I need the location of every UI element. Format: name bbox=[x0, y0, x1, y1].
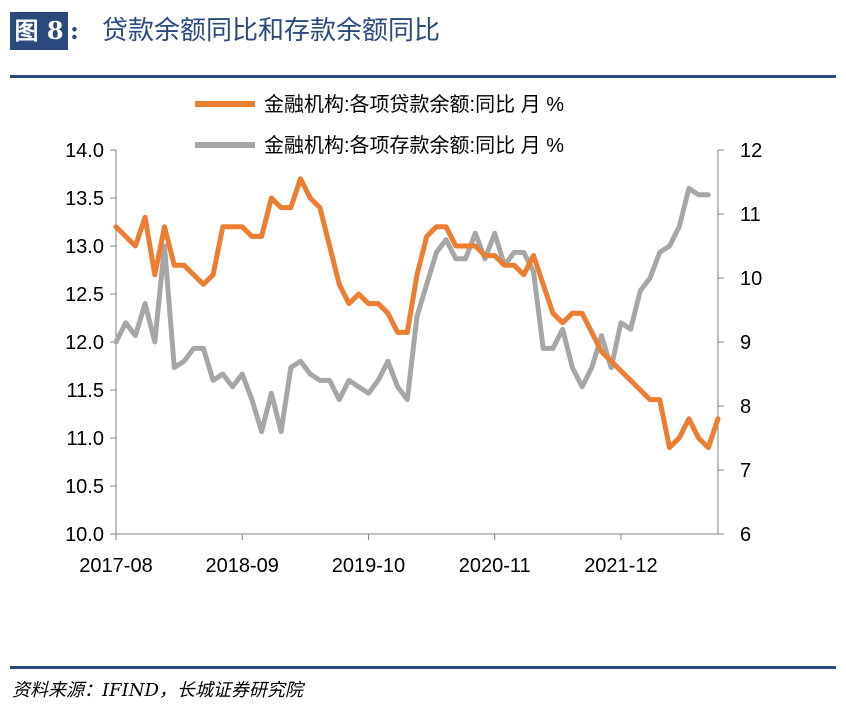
left-y-tick-label: 13.0 bbox=[65, 236, 104, 258]
legend-label: 金融机构:各项贷款余额:同比 月 % bbox=[264, 93, 564, 116]
source-note: 资料来源：IFIND，长城证券研究院 bbox=[12, 680, 303, 701]
left-y-tick-label: 11.5 bbox=[67, 380, 104, 402]
right-y-tick-label: 11 bbox=[740, 204, 761, 226]
loan-growth-line bbox=[113, 176, 721, 451]
left-y-tick-label: 10.0 bbox=[65, 524, 104, 546]
x-tick-label: 2020-11 bbox=[459, 555, 531, 577]
figure-number-tag: 图 8 bbox=[10, 12, 68, 50]
top-rule bbox=[10, 75, 836, 78]
x-tick-label: 2018-09 bbox=[206, 555, 279, 577]
x-tick-label: 2019-10 bbox=[332, 555, 405, 577]
dual-axis-line-chart: 金融机构:各项贷款余额:同比 月 % 金融机构:各项存款余额:同比 月 % 10.… bbox=[65, 93, 762, 577]
right-y-tick-label: 7 bbox=[740, 460, 751, 482]
right-y-tick-label: 9 bbox=[740, 332, 751, 354]
left-y-tick-label: 12.0 bbox=[65, 332, 104, 354]
figure-header: 图 8 : 贷款余额同比和存款余额同比 bbox=[0, 0, 846, 60]
x-tick-label: 2021-12 bbox=[584, 555, 657, 577]
left-y-tick-label: 11.0 bbox=[67, 428, 104, 450]
right-y-tick-label: 12 bbox=[740, 140, 762, 162]
left-y-tick-label: 13.5 bbox=[65, 188, 104, 210]
right-y-tick-label: 8 bbox=[740, 396, 751, 418]
right-y-tick-label: 6 bbox=[740, 524, 751, 546]
right-y-tick-label: 10 bbox=[740, 268, 762, 290]
left-y-tick-label: 14.0 bbox=[65, 140, 104, 162]
legend-label: 金融机构:各项存款余额:同比 月 % bbox=[264, 134, 564, 157]
figure-colon: : bbox=[70, 16, 79, 45]
chart-series bbox=[113, 176, 721, 451]
chart-legend: 金融机构:各项贷款余额:同比 月 % 金融机构:各项存款余额:同比 月 % bbox=[195, 93, 564, 157]
left-y-tick-label: 12.5 bbox=[65, 284, 104, 306]
bottom-rule bbox=[10, 666, 836, 669]
x-tick-label: 2017-08 bbox=[79, 555, 152, 577]
left-y-tick-label: 10.5 bbox=[65, 476, 104, 498]
chart-axes: 10.0 10.5 11.0 11.5 12.0 12.5 13.0 13.5 14.0 6 7 8 9… bbox=[65, 140, 762, 577]
figure-title: 贷款余额同比和存款余额同比 bbox=[102, 16, 441, 46]
